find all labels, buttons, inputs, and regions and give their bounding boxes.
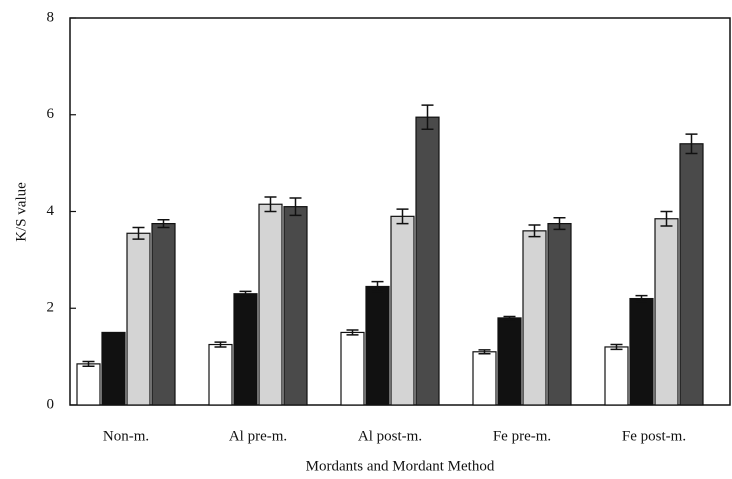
error-bar (289, 197, 302, 217)
error-bar (239, 290, 252, 297)
error-bar (346, 329, 359, 336)
bar (76, 363, 101, 406)
error-bar (264, 196, 277, 213)
error-bar (214, 341, 227, 348)
y-tick-label: 2 (47, 300, 55, 316)
error-bar (396, 208, 409, 225)
bar (679, 143, 704, 406)
bar (283, 206, 308, 406)
error-bar (660, 210, 673, 227)
error-bar (685, 133, 698, 155)
bar (365, 285, 390, 406)
bar (151, 222, 176, 406)
error-bar (478, 349, 491, 355)
x-tick-label: Al post-m. (358, 428, 422, 444)
error-bar (157, 218, 170, 229)
bar (101, 331, 126, 406)
error-bar (503, 315, 516, 321)
bar (208, 343, 233, 406)
x-tick-label: Fe post-m. (622, 428, 686, 444)
x-tick-label: Al pre-m. (229, 428, 287, 444)
bar (258, 203, 283, 406)
error-bar (132, 226, 145, 240)
error-bar (82, 360, 95, 368)
error-bar (635, 294, 648, 303)
x-tick-label: Non-m. (103, 428, 149, 444)
error-bar (421, 104, 434, 131)
y-tick-label: 6 (47, 106, 55, 122)
bar (472, 351, 497, 406)
bar (522, 230, 547, 406)
bar (604, 346, 629, 406)
bar (654, 218, 679, 406)
x-tick-label: Fe pre-m. (493, 428, 551, 444)
y-axis-title: K/S value (13, 182, 29, 242)
bar (415, 116, 440, 406)
bar (340, 331, 365, 406)
y-tick-label: 4 (47, 203, 55, 219)
bar (497, 317, 522, 406)
bar (126, 232, 151, 406)
bar (629, 297, 654, 406)
y-tick-label: 0 (47, 396, 55, 412)
error-bar (528, 224, 541, 238)
bar (233, 293, 258, 406)
error-bar (371, 280, 384, 293)
error-bar (610, 343, 623, 351)
error-bar (553, 217, 566, 231)
y-tick-label: 8 (47, 9, 55, 25)
bar (390, 215, 415, 406)
x-axis-title: Mordants and Mordant Method (306, 458, 495, 474)
bar (547, 222, 572, 406)
